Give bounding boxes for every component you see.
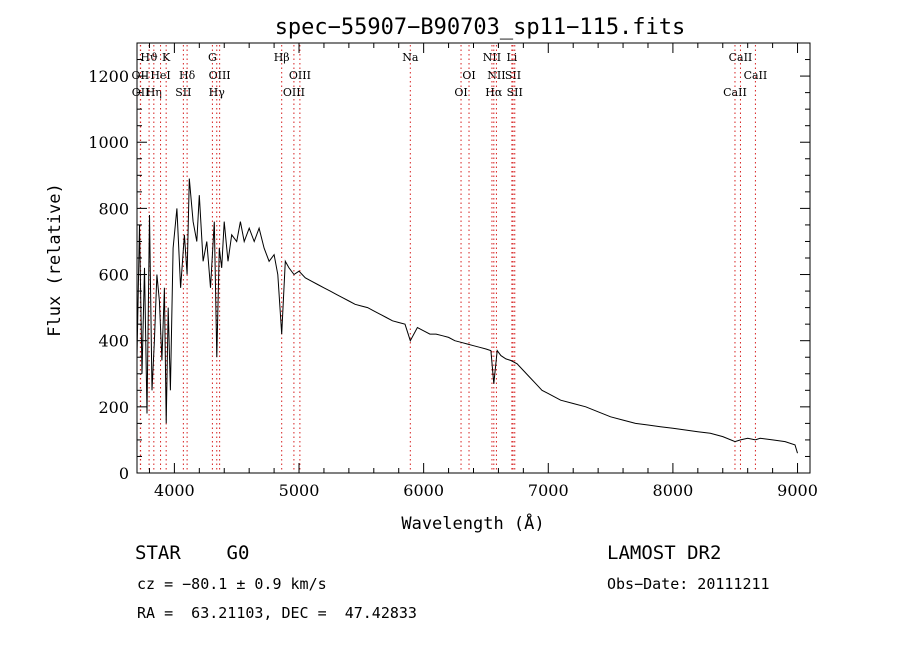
- chart-title: spec−55907−B90703_sp11−115.fits: [275, 15, 686, 40]
- plot-frame: [136, 42, 811, 474]
- y-tick-label: 1000: [88, 133, 129, 152]
- line-label-22: SII: [507, 86, 523, 99]
- line-label-23: CaII: [729, 51, 753, 64]
- object-class-label: STAR G0: [135, 542, 250, 564]
- y-axis: 0 200 400 600 800 1000 1200: [88, 42, 810, 483]
- line-label-24: CaII: [744, 69, 768, 82]
- spectral-line-markers: HϑOIIOIIHηHeIKHδSIIGOIIIHγHβOIIIOIIINaOI…: [132, 45, 768, 473]
- y-tick-label: 600: [98, 266, 129, 285]
- y-axis-label: Flux (relative): [45, 183, 65, 337]
- coordinates-label: RA = 63.21103, DEC = 47.42833: [137, 604, 417, 622]
- x-axis: 4000 5000 6000 7000 8000 9000: [148, 43, 818, 500]
- x-tick-label: 8000: [653, 481, 694, 500]
- redshift-cz-label: cz = −80.1 ± 0.9 km/s: [137, 575, 327, 593]
- line-label-12: OIII: [289, 69, 311, 82]
- line-label-19: NII: [487, 69, 505, 82]
- line-label-20: SII: [505, 69, 521, 82]
- line-label-18: Li: [506, 51, 517, 64]
- x-tick-label: 4000: [154, 481, 195, 500]
- x-tick-label: 5000: [279, 481, 320, 500]
- flux-line-0: [136, 178, 798, 454]
- line-label-1: OII: [132, 69, 150, 82]
- line-label-8: G: [208, 51, 217, 64]
- line-label-7: SII: [175, 86, 191, 99]
- x-tick-label: 9000: [777, 481, 818, 500]
- line-label-15: OI: [462, 69, 475, 82]
- x-axis-label: Wavelength (Å): [401, 512, 544, 534]
- line-label-21: Hα: [485, 86, 503, 99]
- survey-label: LAMOST DR2: [607, 542, 722, 564]
- line-label-25: CaII: [723, 86, 747, 99]
- y-tick-label: 0: [119, 464, 129, 483]
- line-label-4: HeI: [150, 69, 170, 82]
- y-tick-label: 800: [98, 199, 129, 218]
- line-label-5: K: [162, 51, 171, 64]
- y-tick-label: 400: [98, 332, 129, 351]
- x-tick-label: 6000: [403, 481, 444, 500]
- line-label-14: Na: [402, 51, 419, 64]
- line-label-10: Hγ: [209, 86, 226, 99]
- line-label-0: Hϑ: [140, 51, 158, 64]
- x-tick-label: 7000: [528, 481, 569, 500]
- line-label-16: OI: [454, 86, 467, 99]
- y-tick-label: 200: [98, 398, 129, 417]
- line-label-3: Hη: [146, 86, 162, 99]
- line-label-9: OIII: [209, 69, 231, 82]
- obs-date-label: Obs−Date: 20111211: [607, 575, 770, 593]
- y-tick-label: 1200: [88, 67, 129, 86]
- line-label-13: OIII: [283, 86, 305, 99]
- line-label-6: Hδ: [179, 69, 196, 82]
- line-label-17: NII: [483, 51, 501, 64]
- flux-series: [136, 178, 798, 454]
- line-label-11: Hβ: [274, 51, 290, 64]
